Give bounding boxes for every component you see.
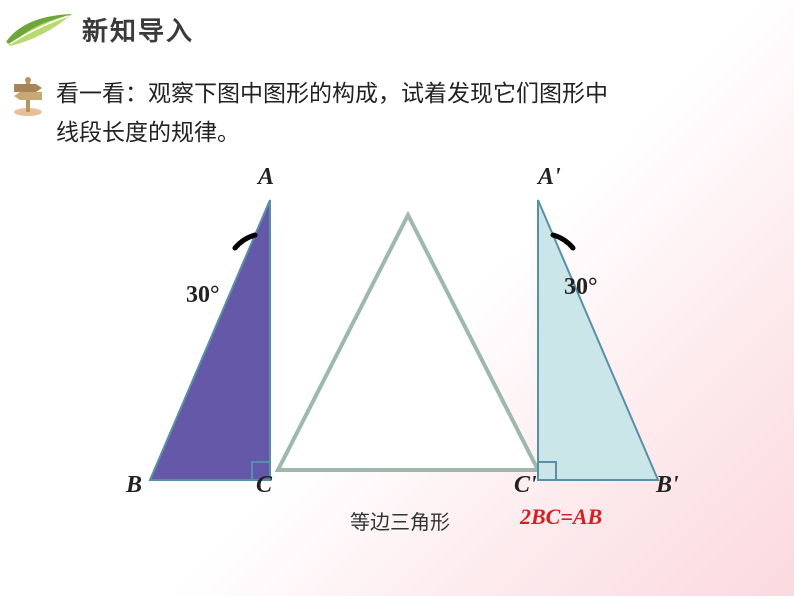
instruction-text: 看一看：观察下图中图形的构成，试着发现它们图形中 线段长度的规律。 — [56, 74, 608, 152]
equilateral-caption: 等边三角形 — [350, 506, 450, 535]
diagram-area: A B C 30° A' B' C' 30° 等边三角形 2BC=AB — [0, 160, 794, 540]
vertex-label-Bp: B' — [656, 472, 679, 499]
vertex-label-Cp: C' — [514, 472, 537, 499]
leaf-icon — [4, 8, 76, 50]
center-triangle — [268, 210, 548, 480]
signpost-icon — [6, 74, 50, 118]
instruction-row: 看一看：观察下图中图形的构成，试着发现它们图形中 线段长度的规律。 — [0, 50, 794, 152]
instruction-line2: 线段长度的规律。 — [56, 120, 240, 145]
vertex-label-B: B — [126, 472, 142, 499]
header: 新知导入 — [0, 0, 794, 50]
instruction-line1: 看一看：观察下图中图形的构成，试着发现它们图形中 — [56, 81, 608, 106]
angle-label-left: 30° — [186, 282, 220, 309]
angle-label-right: 30° — [564, 274, 598, 301]
vertex-label-Ap: A' — [538, 164, 561, 191]
page-title: 新知导入 — [82, 11, 194, 48]
left-triangle — [140, 190, 280, 490]
right-triangle — [528, 190, 668, 490]
formula: 2BC=AB — [520, 504, 602, 530]
vertex-label-A: A — [258, 164, 274, 191]
